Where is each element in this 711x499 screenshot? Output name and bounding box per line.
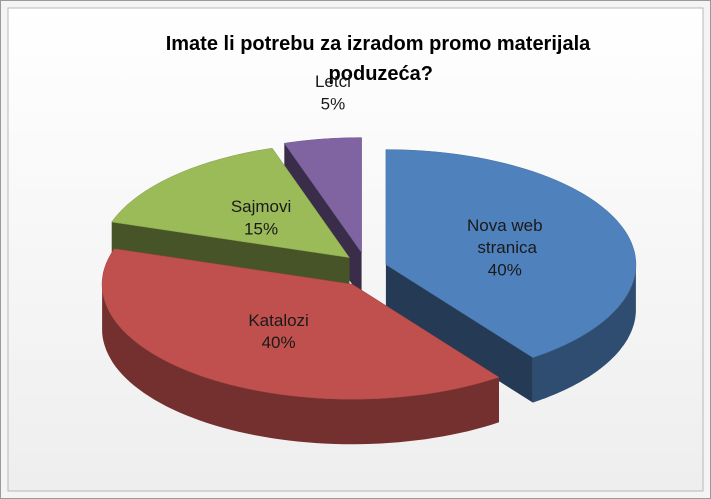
slice-label: Sajmovi: [231, 197, 291, 216]
value-label: 15%: [244, 219, 278, 238]
slice: [385, 149, 637, 358]
value-label: 40%: [488, 260, 522, 279]
slice-side: [532, 264, 636, 403]
value-label: 40%: [262, 333, 296, 352]
slice: [283, 137, 362, 254]
chart-title: Imate li potrebu za izradom promo materi…: [166, 33, 591, 85]
slice-label: Nova web stranica: [467, 216, 543, 257]
slice-label: Katalozi: [248, 311, 308, 330]
slice-side: [102, 284, 499, 445]
slice: [101, 248, 500, 400]
slice-side: [385, 264, 533, 403]
value-label: 5%: [321, 95, 346, 114]
slice: [111, 147, 350, 258]
slice-label: Letci: [315, 73, 351, 92]
